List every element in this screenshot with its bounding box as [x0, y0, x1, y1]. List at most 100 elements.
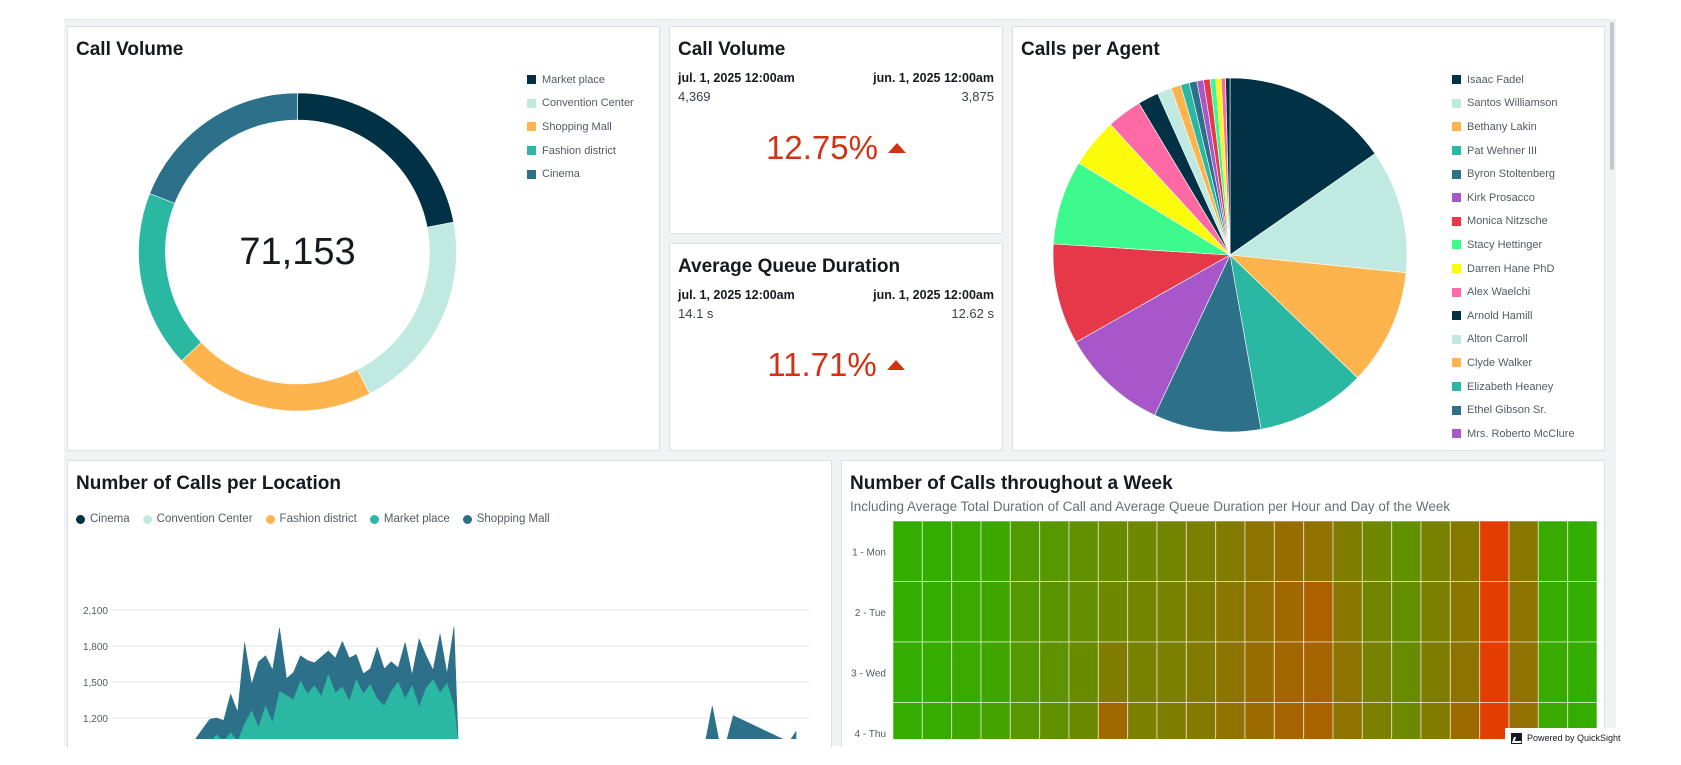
- pie-slice[interactable]: [357, 221, 457, 395]
- heatmap-cell[interactable]: [1508, 641, 1539, 703]
- heatmap-cell[interactable]: [1361, 702, 1393, 751]
- heatmap-cell[interactable]: [1567, 581, 1598, 643]
- heatmap-cell[interactable]: [1303, 520, 1334, 582]
- vertical-scrollbar[interactable]: [1609, 19, 1615, 746]
- heatmap-cell[interactable]: [1479, 702, 1510, 751]
- heatmap-cell[interactable]: [1215, 702, 1246, 751]
- heatmap-cell[interactable]: [1244, 702, 1275, 751]
- heatmap-cell[interactable]: [1185, 641, 1217, 703]
- heatmap-cell[interactable]: [1273, 702, 1305, 751]
- legend-item[interactable]: Ethel Gibson Sr.: [1452, 398, 1575, 422]
- legend-item[interactable]: Convention Center: [142, 513, 253, 525]
- calls-per-location-card[interactable]: Number of Calls per Location Cinema Conve…: [67, 460, 832, 750]
- heatmap-cell[interactable]: [1185, 702, 1217, 751]
- heatmap-cell[interactable]: [1127, 641, 1158, 703]
- heatmap-cell[interactable]: [1068, 520, 1099, 582]
- heatmap-cell[interactable]: [1303, 581, 1334, 643]
- heatmap-cell[interactable]: [1420, 702, 1451, 751]
- calls-per-agent-card[interactable]: Calls per Agent Isaac Fadel Santos Willia…: [1012, 26, 1605, 451]
- heatmap-cell[interactable]: [1156, 520, 1187, 582]
- heatmap-cell[interactable]: [921, 581, 953, 643]
- heatmap-cell[interactable]: [1508, 581, 1539, 643]
- legend-item[interactable]: Shopping Mall: [527, 115, 634, 139]
- pie-slice[interactable]: [1154, 254, 1262, 433]
- legend-item[interactable]: Elizabeth Heaney: [1452, 375, 1575, 399]
- heatmap-cell[interactable]: [1449, 702, 1481, 751]
- area-series[interactable]: [196, 674, 459, 742]
- pie-slice[interactable]: [297, 92, 455, 228]
- heatmap-cell[interactable]: [1009, 641, 1041, 703]
- heatmap-cell[interactable]: [1273, 581, 1305, 643]
- heatmap-cell[interactable]: [892, 702, 923, 751]
- heatmap-cell[interactable]: [1567, 520, 1598, 582]
- heatmap-cell[interactable]: [1303, 702, 1334, 751]
- pie-slice[interactable]: [1229, 254, 1358, 430]
- heatmap-cell[interactable]: [951, 702, 982, 751]
- heatmap-cell[interactable]: [1479, 641, 1510, 703]
- legend-item[interactable]: Monica Nitzsche: [1452, 210, 1575, 234]
- legend-item[interactable]: Shopping Mall: [462, 513, 550, 525]
- heatmap-cell[interactable]: [1215, 520, 1246, 582]
- heatmap-cell[interactable]: [1537, 581, 1569, 643]
- heatmap-cell[interactable]: [1449, 581, 1481, 643]
- heatmap-cell[interactable]: [892, 520, 923, 582]
- heatmap-cell[interactable]: [1039, 641, 1070, 703]
- heatmap-cell[interactable]: [1391, 641, 1422, 703]
- legend-item[interactable]: Kirk Prosacco: [1452, 186, 1575, 210]
- heatmap-cell[interactable]: [1068, 702, 1099, 751]
- queue-duration-kpi-card[interactable]: Average Queue Duration jul. 1, 2025 12:0…: [669, 243, 1003, 451]
- pie-slice[interactable]: [181, 341, 371, 412]
- heatmap-cell[interactable]: [1127, 581, 1158, 643]
- heatmap-cell[interactable]: [1097, 581, 1129, 643]
- heatmap-cell[interactable]: [980, 581, 1011, 643]
- heatmap-cell[interactable]: [1273, 520, 1305, 582]
- legend-item[interactable]: Convention Center: [527, 92, 634, 116]
- legend-item[interactable]: Arnold Hamill: [1452, 304, 1575, 328]
- heatmap-cell[interactable]: [1185, 520, 1217, 582]
- heatmap-cell[interactable]: [1332, 641, 1363, 703]
- legend-item[interactable]: Mrs. Roberto McClure: [1452, 422, 1575, 446]
- heatmap-cell[interactable]: [951, 581, 982, 643]
- call-volume-kpi-card[interactable]: Call Volume jul. 1, 2025 12:00am jun. 1,…: [669, 26, 1003, 234]
- heatmap-cell[interactable]: [1391, 702, 1422, 751]
- heatmap-cell[interactable]: [892, 581, 923, 643]
- calls-throughout-week-heatmap[interactable]: 1 - Mon 2 - Tue 3 - Wed 4 - Thu: [842, 461, 1605, 750]
- heatmap-cell[interactable]: [1127, 520, 1158, 582]
- heatmap-cell[interactable]: [1068, 581, 1099, 643]
- heatmap-cell[interactable]: [1567, 641, 1598, 703]
- heatmap-cell[interactable]: [1244, 581, 1275, 643]
- heatmap-cell[interactable]: [1508, 520, 1539, 582]
- pie-slice[interactable]: [1229, 77, 1376, 256]
- pie-slice[interactable]: [1075, 254, 1231, 416]
- heatmap-cell[interactable]: [1156, 581, 1187, 643]
- heatmap-cell[interactable]: [1391, 520, 1422, 582]
- heatmap-cell[interactable]: [1332, 520, 1363, 582]
- heatmap-cell[interactable]: [1097, 520, 1129, 582]
- legend-item[interactable]: Cinema: [527, 162, 634, 186]
- heatmap-cell[interactable]: [1244, 641, 1275, 703]
- legend-item[interactable]: Fashion district: [265, 513, 357, 525]
- heatmap-cell[interactable]: [951, 520, 982, 582]
- legend-item[interactable]: Santos Williamson: [1452, 92, 1575, 116]
- heatmap-cell[interactable]: [1420, 581, 1451, 643]
- heatmap-cell[interactable]: [1303, 641, 1334, 703]
- legend-item[interactable]: Fashion district: [527, 139, 634, 163]
- heatmap-cell[interactable]: [1391, 581, 1422, 643]
- heatmap-cell[interactable]: [1127, 702, 1158, 751]
- heatmap-cell[interactable]: [1215, 641, 1246, 703]
- heatmap-cell[interactable]: [921, 641, 953, 703]
- scrollbar-thumb[interactable]: [1610, 22, 1614, 170]
- pie-slice[interactable]: [138, 193, 202, 362]
- heatmap-cell[interactable]: [1361, 520, 1393, 582]
- legend-item[interactable]: Market place: [369, 513, 450, 525]
- heatmap-cell[interactable]: [1273, 641, 1305, 703]
- legend-item[interactable]: Darren Hane PhD: [1452, 257, 1575, 281]
- heatmap-cell[interactable]: [1244, 520, 1275, 582]
- heatmap-cell[interactable]: [980, 520, 1011, 582]
- legend-item[interactable]: Isaac Fadel: [1452, 68, 1575, 92]
- calls-per-agent-pie-chart[interactable]: [1013, 27, 1605, 451]
- pie-slice[interactable]: [1229, 254, 1407, 379]
- heatmap-cell[interactable]: [1215, 581, 1246, 643]
- calls-throughout-week-card[interactable]: Number of Calls throughout a Week Includ…: [841, 460, 1605, 750]
- heatmap-cell[interactable]: [1039, 702, 1070, 751]
